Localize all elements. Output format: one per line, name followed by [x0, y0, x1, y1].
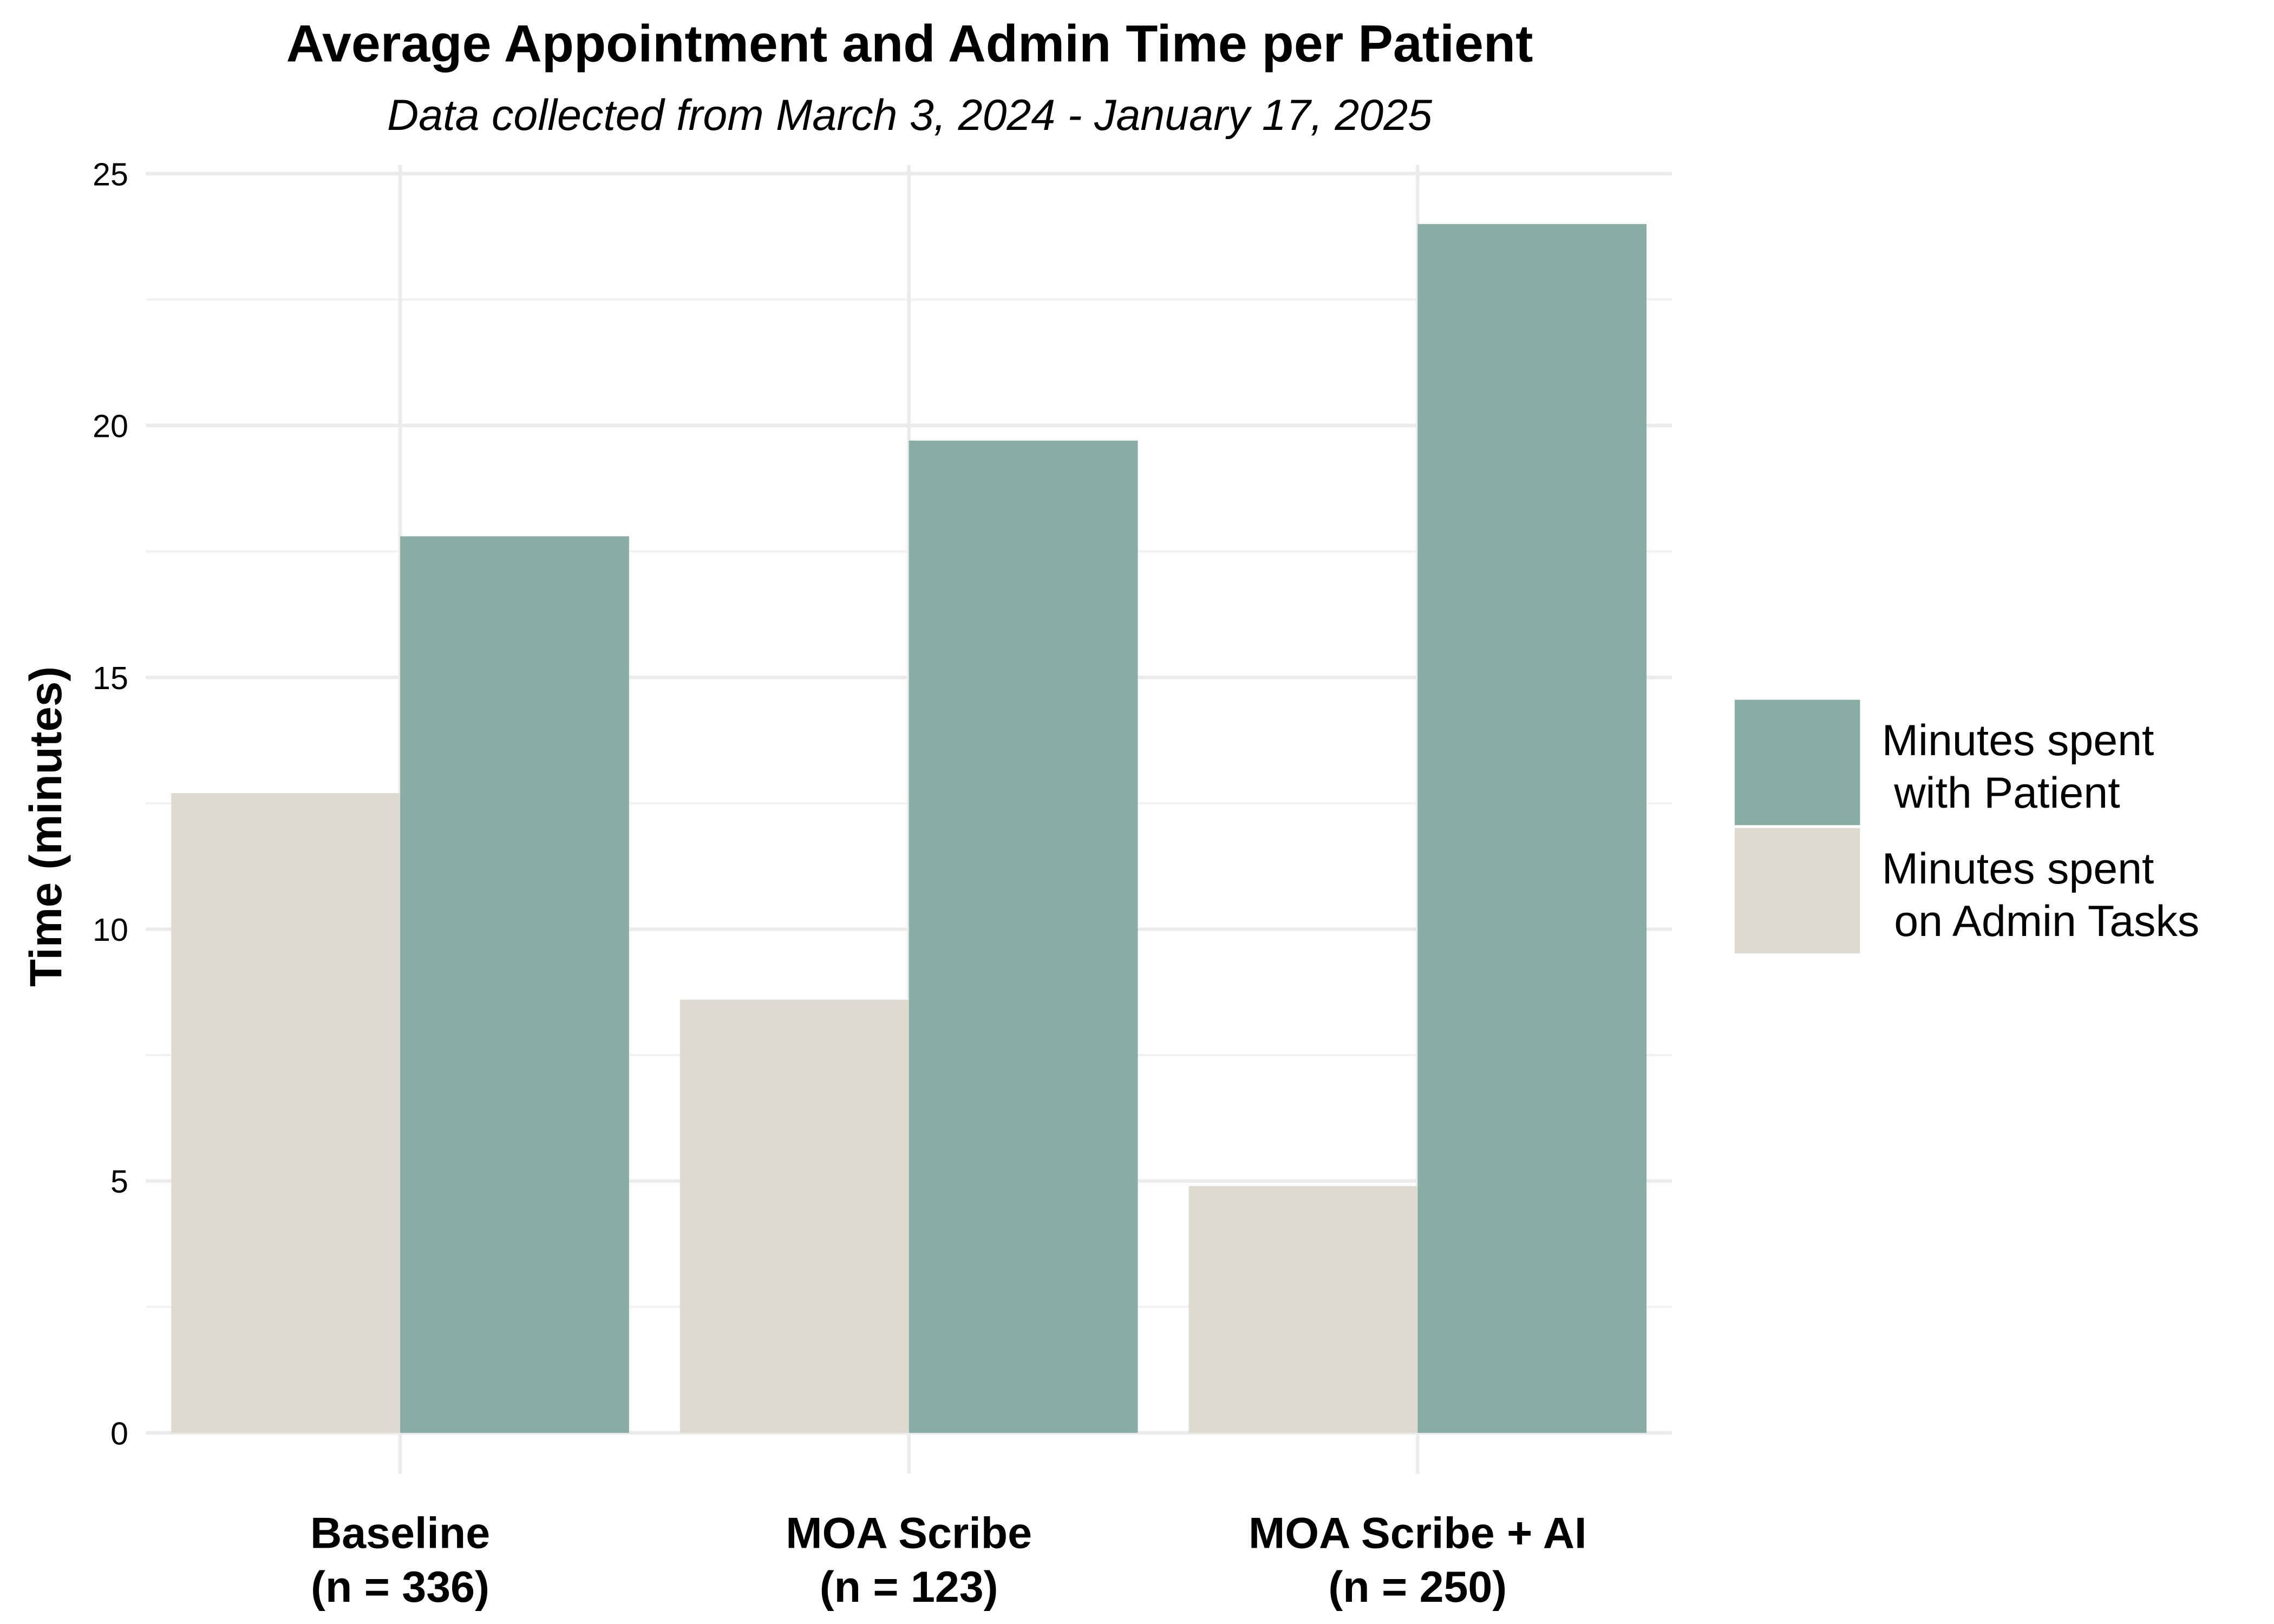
legend-label: Minutes spent on Admin Tasks [1882, 844, 2200, 946]
chart-subtitle: Data collected from March 3, 2024 - Janu… [387, 91, 1433, 140]
bar [400, 536, 629, 1433]
legend-label: Minutes spent with Patient [1882, 716, 2154, 817]
legend-key [1734, 699, 1860, 826]
y-tick-label: 5 [110, 1163, 128, 1200]
y-tick-label: 15 [93, 660, 128, 696]
legend-key [1734, 828, 1860, 954]
x-tick-label: MOA Scribe + AI (n = 250) [1249, 1509, 1586, 1612]
y-axis-title: Time (minutes) [20, 666, 71, 987]
y-tick-label: 20 [93, 408, 128, 444]
bar [909, 440, 1138, 1433]
x-tick-label: Baseline (n = 336) [310, 1509, 490, 1612]
bar [1188, 1186, 1418, 1433]
y-tick-label: 25 [93, 156, 128, 192]
bar [1417, 224, 1647, 1433]
bar [679, 999, 909, 1433]
y-tick-label: 0 [110, 1415, 128, 1451]
y-tick-label: 10 [93, 912, 128, 948]
chart-title: Average Appointment and Admin Time per P… [286, 14, 1533, 73]
bar [171, 793, 401, 1433]
x-tick-label: MOA Scribe (n = 123) [786, 1509, 1032, 1612]
